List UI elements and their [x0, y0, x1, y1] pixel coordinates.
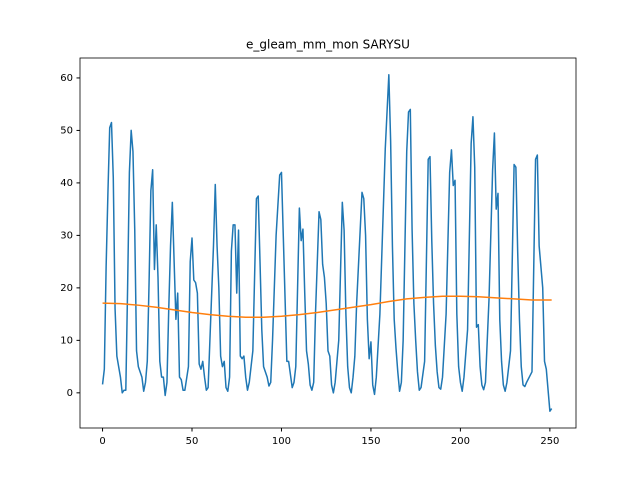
line-series [102, 295, 552, 319]
y-tick-label: 10 [60, 335, 73, 346]
y-tick-label: 30 [60, 230, 73, 241]
y-tick-label: 20 [60, 283, 73, 294]
x-tick-label: 150 [361, 436, 380, 447]
line-series [101, 74, 553, 412]
x-tick-label: 250 [540, 436, 559, 447]
x-tick-label: 200 [451, 436, 470, 447]
x-tick-label: 100 [272, 436, 291, 447]
y-tick-label: 40 [60, 178, 73, 189]
x-tick-label: 0 [99, 436, 105, 447]
y-tick-label: 50 [60, 125, 73, 136]
x-tick-label: 50 [186, 436, 199, 447]
y-tick-label: 60 [60, 73, 73, 84]
chart-title: e_gleam_mm_mon SARYSU [246, 38, 410, 52]
y-tick-label: 0 [67, 388, 73, 399]
plot-frame [79, 57, 577, 429]
